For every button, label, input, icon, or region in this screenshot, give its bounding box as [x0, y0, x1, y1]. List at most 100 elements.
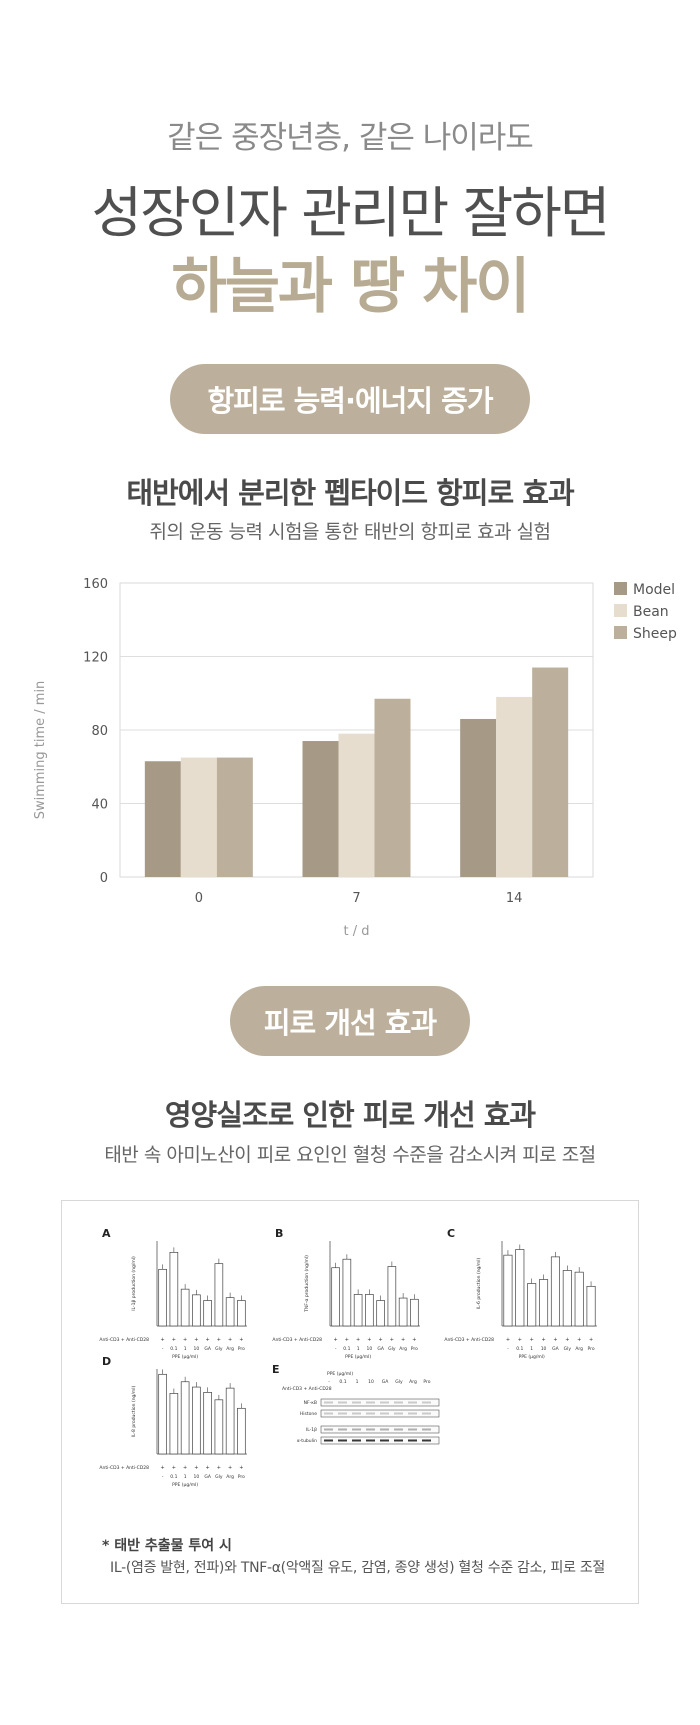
blot-band [408, 1412, 417, 1415]
panel-group-label: Gly [564, 1346, 572, 1352]
panel-group-label: - [335, 1347, 337, 1352]
panel-bar [539, 1279, 549, 1327]
panel-plus-mark: + [530, 1337, 534, 1343]
panel-group-label: Gly [388, 1346, 396, 1352]
panel-plus-mark: + [161, 1465, 165, 1471]
note-title: * 태반 추출물 투여 시 [102, 1538, 232, 1554]
panel-ppe-label: PPE (μg/ml) [345, 1354, 371, 1360]
legend-label-bean: Bean [633, 604, 669, 620]
blot-band [324, 1428, 333, 1431]
panel-plus-mark: + [217, 1337, 221, 1343]
panel-bar [225, 1387, 235, 1455]
panel-ppe-label: PPE (μg/ml) [172, 1354, 198, 1360]
blot-band [422, 1439, 431, 1442]
panel-letter-C: C [447, 1227, 455, 1240]
bar-model-7 [302, 741, 339, 877]
panel-bar [503, 1254, 513, 1327]
panel-group-label: Pro [587, 1346, 594, 1352]
panel-row-label: Anti-CD3 + Anti-CD28 [99, 1465, 149, 1471]
panel-group-label: - [162, 1475, 164, 1480]
panel-bar [237, 1407, 246, 1455]
panel-bar [192, 1386, 201, 1455]
blot-band [352, 1401, 361, 1404]
blot-band [394, 1412, 403, 1415]
blot-band [366, 1401, 375, 1404]
blot-band [324, 1439, 333, 1442]
panel-plus-mark: + [172, 1465, 176, 1471]
blot-band [422, 1428, 431, 1431]
y-tick-label-2: 80 [91, 724, 108, 739]
legend-swatch-sheep [614, 626, 627, 639]
blot-group-label: 1 [356, 1379, 359, 1385]
blot-band [352, 1439, 361, 1442]
panel-letter-E: E [272, 1363, 280, 1376]
panel-group-label: 1 [184, 1346, 187, 1352]
panel-group-label: 0.1 [343, 1346, 350, 1352]
panel-bar [365, 1294, 374, 1327]
panel-plus-mark: + [589, 1337, 593, 1343]
panel-bar [550, 1256, 560, 1327]
panel-plus-mark: + [334, 1337, 338, 1343]
y-tick-label-3: 120 [83, 651, 108, 666]
blot-band [324, 1401, 333, 1404]
panel-plus-mark: + [577, 1337, 581, 1343]
panel-y-label: IL-1β production (ng/ml) [131, 1256, 137, 1311]
y-axis-label: Swimming time / min [33, 681, 48, 820]
blot-group-label: Arg [409, 1379, 417, 1385]
panel-bar [376, 1300, 385, 1327]
x-axis-label: t / d [344, 924, 370, 939]
section2-title: 영양실조로 인한 피로 개선 효과 [164, 1098, 536, 1132]
panel-plus-mark: + [506, 1337, 510, 1343]
research-figure: A IL-1β production (ng/ml) - +0.1 +1 +10 + GA + G… [61, 1200, 639, 1604]
blot-band [366, 1428, 375, 1431]
panel-plus-mark: + [541, 1337, 545, 1343]
panel-group-label: Gly [215, 1474, 223, 1480]
panel-plus-mark: + [239, 1465, 243, 1471]
blot-band [338, 1428, 347, 1431]
panel-plus-mark: + [194, 1465, 198, 1471]
panel-bar [331, 1267, 340, 1327]
panel-bar [203, 1392, 212, 1455]
blot-band [324, 1412, 333, 1415]
section2-pill: 피로 개선 효과 [230, 986, 470, 1056]
panel-group-label: 0.1 [170, 1346, 177, 1352]
panel-ppe-label: PPE (μg/ml) [519, 1354, 545, 1360]
panel-row-label: Anti-CD3 + Anti-CD28 [272, 1337, 322, 1343]
panel-bar [237, 1300, 246, 1327]
legend-swatch-model [614, 582, 627, 595]
panel-group-label: Pro [238, 1474, 245, 1480]
hero-subtitle: 같은 중장년층, 같은 나이라도 [167, 120, 534, 156]
panel-plus-mark: + [553, 1337, 557, 1343]
panel-bar [410, 1298, 419, 1327]
panel-group-label: Pro [411, 1346, 418, 1352]
panel-ppe-label: PPE (μg/ml) [172, 1482, 198, 1488]
section1-pill: 항피로 능력·에너지 증가 [170, 364, 530, 434]
panel-group-label: 10 [194, 1474, 200, 1480]
panel-bar [169, 1251, 179, 1327]
panel-plus-mark: + [412, 1337, 416, 1343]
blot-band [408, 1428, 417, 1431]
panel-group-label: 1 [530, 1346, 533, 1352]
blot-band [338, 1412, 347, 1415]
research-figure-panels: A IL-1β production (ng/ml) - +0.1 +1 +10 + GA + G… [99, 1227, 597, 1488]
panel-bar [574, 1271, 584, 1327]
blot-group-label: GA [382, 1379, 389, 1385]
panel-bar [158, 1373, 167, 1455]
panel-plus-mark: + [228, 1465, 232, 1471]
panel-bar [180, 1288, 190, 1327]
panel-plus-mark: + [518, 1337, 522, 1343]
bar-model-0 [144, 761, 181, 877]
blot-label: NF-κB [304, 1400, 317, 1406]
panel-plus-mark: + [367, 1337, 371, 1343]
blot-band [352, 1428, 361, 1431]
panel-plus-mark: + [565, 1337, 569, 1343]
panel-plus-mark: + [206, 1465, 210, 1471]
panel-group-label: GA [204, 1474, 211, 1480]
legend-label-sheep: Sheep [633, 626, 677, 642]
blot-band [366, 1439, 375, 1442]
blot-band [380, 1401, 389, 1404]
panel-group-label: Gly [215, 1346, 223, 1352]
panel-group-label: GA [377, 1346, 384, 1352]
blot-band [408, 1439, 417, 1442]
panel-plus-mark: + [161, 1337, 165, 1343]
